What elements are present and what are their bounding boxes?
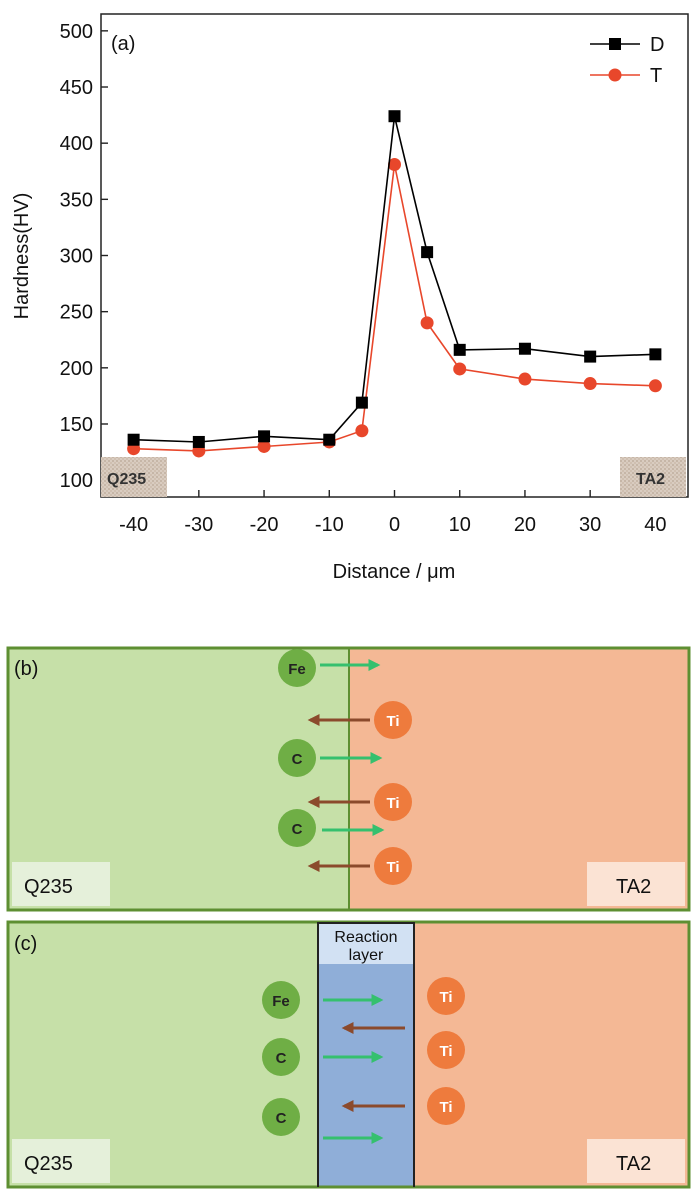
ta2-region-label: TA2 xyxy=(636,471,665,488)
ti-atom-label: Ti xyxy=(439,1043,452,1060)
y-tick-label: 450 xyxy=(60,77,93,99)
data-point-t xyxy=(583,377,597,391)
c-atom-label: C xyxy=(292,751,303,768)
c-atom-label: C xyxy=(292,821,303,838)
ti-atom-label: Ti xyxy=(439,989,452,1006)
legend-t-label: T xyxy=(650,65,662,87)
ti-atom xyxy=(427,977,465,1015)
ta2-region-box xyxy=(620,457,686,497)
c-atom xyxy=(262,1038,300,1076)
panel-c-label: (c) xyxy=(14,933,37,955)
data-point-t xyxy=(388,158,401,172)
legend-t-marker xyxy=(608,68,622,82)
data-point-d xyxy=(388,110,401,123)
fe-atom-label: Fe xyxy=(272,993,290,1010)
q235-region-label: Q235 xyxy=(107,471,146,488)
panel-b-diffusion: (b) Q235 TA2 Fe Ti C Ti C Ti xyxy=(6,646,691,912)
reaction-layer-title: Reaction xyxy=(334,929,397,946)
y-tick-label: 350 xyxy=(60,189,93,211)
data-point-t xyxy=(355,424,369,438)
x-tick-label: -40 xyxy=(119,514,148,536)
c-atom-label: C xyxy=(276,1050,287,1067)
x-tick-label: 20 xyxy=(514,514,536,536)
y-tick-label: 100 xyxy=(60,470,93,492)
reaction-layer xyxy=(318,922,414,1187)
y-tick-label: 150 xyxy=(60,414,93,436)
legend-d-marker xyxy=(609,38,621,50)
ti-atom-label: Ti xyxy=(386,859,399,876)
q235-label: Q235 xyxy=(24,1153,73,1175)
panel-a-label: (a) xyxy=(111,33,135,55)
ti-atom-label: Ti xyxy=(386,713,399,730)
ta2-label-box xyxy=(587,862,685,906)
ta2-label: TA2 xyxy=(616,876,651,898)
ti-atom-label: Ti xyxy=(386,795,399,812)
x-axis-label: Distance / μm xyxy=(333,561,456,583)
fe-atom xyxy=(278,649,316,687)
panel-c-reaction-layer: Reaction layer (c) Q235 TA2 Fe C C Ti Ti… xyxy=(6,920,691,1189)
y-tick-label: 400 xyxy=(60,133,93,155)
data-point-t xyxy=(420,316,434,330)
data-point-d xyxy=(355,396,368,409)
x-tick-label: -20 xyxy=(250,514,279,536)
data-point-t xyxy=(453,362,467,376)
ti-atom xyxy=(374,847,412,885)
legend-d-label: D xyxy=(650,34,664,56)
y-tick-label: 200 xyxy=(60,358,93,380)
x-tick-label: 40 xyxy=(644,514,666,536)
y-tick-label: 250 xyxy=(60,302,93,324)
c-atom xyxy=(278,809,316,847)
y-tick-label: 300 xyxy=(60,246,93,268)
ti-atom xyxy=(427,1031,465,1069)
x-tick-label: -30 xyxy=(184,514,213,536)
data-point-d xyxy=(421,246,434,259)
data-point-d xyxy=(323,433,336,446)
x-tick-label: -10 xyxy=(315,514,344,536)
c-atom-label: C xyxy=(276,1110,287,1127)
data-point-d xyxy=(649,348,662,361)
legend: D T xyxy=(590,34,664,87)
ti-atom xyxy=(374,783,412,821)
ta2-label-box xyxy=(587,1139,685,1183)
reaction-layer-label-box xyxy=(318,922,414,964)
ti-atom xyxy=(374,701,412,739)
series-t xyxy=(127,158,662,458)
ta2-label: TA2 xyxy=(616,1153,651,1175)
x-tick-label: 30 xyxy=(579,514,601,536)
x-tick-label: 0 xyxy=(389,514,400,536)
ti-atom-label: Ti xyxy=(439,1099,452,1116)
panel-b-label: (b) xyxy=(14,658,38,680)
data-point-t xyxy=(648,379,662,393)
data-point-d xyxy=(258,430,271,443)
c-atom xyxy=(262,1098,300,1136)
series-d xyxy=(127,110,662,448)
data-point-t xyxy=(257,439,271,453)
fe-atom-label: Fe xyxy=(288,661,306,678)
data-point-d xyxy=(127,433,140,446)
q235-region-box xyxy=(101,457,167,497)
data-point-d xyxy=(453,343,466,356)
q235-label-box xyxy=(12,1139,110,1183)
y-tick-label: 500 xyxy=(60,21,93,43)
c-atom xyxy=(278,739,316,777)
data-point-d xyxy=(518,342,531,355)
y-axis-label: Hardness(HV) xyxy=(11,193,33,320)
reaction-layer-subtitle: layer xyxy=(349,947,384,964)
plot-frame xyxy=(100,13,689,498)
x-tick-label: 10 xyxy=(449,514,471,536)
q235-label: Q235 xyxy=(24,876,73,898)
x-ticks: -40 -30 -20 -10 0 10 20 30 40 xyxy=(119,490,667,536)
series-layer xyxy=(127,110,662,458)
ti-atom xyxy=(427,1087,465,1125)
q235-label-box xyxy=(12,862,110,906)
data-point-d xyxy=(584,350,597,363)
data-point-d xyxy=(192,435,205,448)
series-t-line xyxy=(133,164,656,452)
data-point-t xyxy=(518,372,532,386)
y-ticks: 100 150 200 250 300 350 400 450 500 xyxy=(60,21,108,492)
fe-atom xyxy=(262,981,300,1019)
